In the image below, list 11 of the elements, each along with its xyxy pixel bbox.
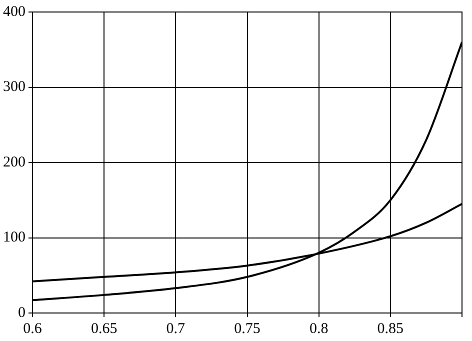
x-tick-label: 0.7 bbox=[166, 320, 186, 337]
y-tick-label: 100 bbox=[3, 230, 26, 246]
y-tick-label: 0 bbox=[18, 304, 26, 321]
x-tick-label: 0.65 bbox=[90, 320, 118, 337]
y-tick-label: 300 bbox=[3, 79, 26, 96]
x-tick-label: 0.6 bbox=[23, 320, 42, 337]
x-tick-label: 0.85 bbox=[377, 320, 404, 337]
y-tick-label: 400 bbox=[3, 4, 26, 20]
x-tick-label: 0.8 bbox=[309, 320, 328, 337]
y-tick-label: 200 bbox=[3, 154, 26, 170]
x-tick-label: 0.75 bbox=[234, 320, 260, 337]
